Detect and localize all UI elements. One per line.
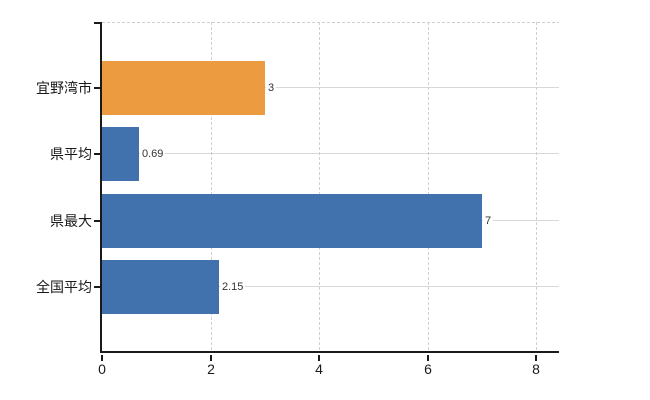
- bar-3: [102, 260, 219, 314]
- plot-area: 3 0.69 7 2.15: [100, 22, 559, 353]
- gridline-vertical: [428, 22, 429, 351]
- x-axis-tick: [535, 355, 537, 361]
- y-axis-tick: [94, 220, 101, 222]
- value-label: 0.69: [140, 147, 166, 161]
- plot-top-border: [102, 22, 559, 23]
- value-label: 7: [483, 214, 494, 228]
- gridline-vertical: [211, 22, 212, 351]
- x-tick-label: 6: [424, 361, 432, 377]
- y-axis-tick: [94, 286, 101, 288]
- x-axis-tick: [427, 355, 429, 361]
- value-label: 3: [266, 81, 277, 95]
- value-label: 2.15: [220, 280, 246, 294]
- category-label: 宜野湾市: [36, 80, 92, 96]
- x-tick-label: 4: [315, 361, 323, 377]
- x-tick-label: 2: [207, 361, 215, 377]
- category-label: 県平均: [50, 146, 92, 162]
- gridline-vertical: [536, 22, 537, 351]
- gridline-horizontal: [102, 87, 559, 88]
- bar-1: [102, 127, 139, 181]
- gridline-vertical: [319, 22, 320, 351]
- gridline-horizontal: [102, 153, 559, 154]
- x-axis-tick: [210, 355, 212, 361]
- category-label: 県最大: [50, 213, 92, 229]
- gridline-horizontal: [102, 286, 559, 287]
- y-axis-top-tick: [94, 22, 101, 24]
- y-axis-tick: [94, 153, 101, 155]
- x-tick-label: 8: [532, 361, 540, 377]
- x-tick-label: 0: [98, 361, 106, 377]
- x-axis-tick: [318, 355, 320, 361]
- y-axis-tick: [94, 87, 101, 89]
- x-axis-tick: [101, 355, 103, 361]
- category-label: 全国平均: [36, 279, 92, 295]
- bar-0: [102, 61, 265, 115]
- bar-2: [102, 194, 482, 248]
